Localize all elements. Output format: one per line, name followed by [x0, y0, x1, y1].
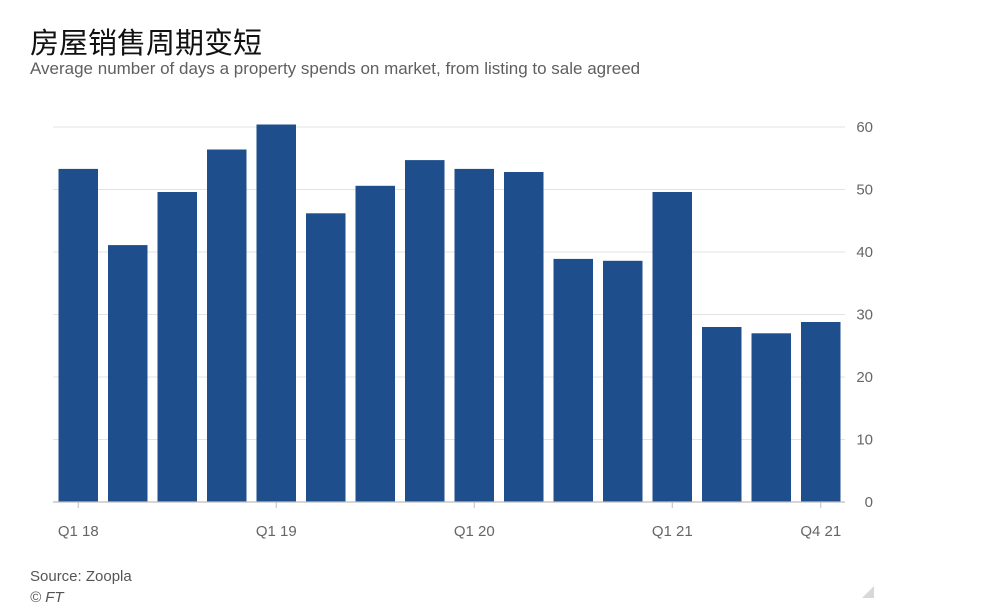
- x-tick-label-q1-19: Q1 19: [256, 523, 297, 540]
- bar-q2-20: [504, 172, 544, 502]
- chart-subtitle: Average number of days a property spends…: [30, 59, 641, 78]
- bar-q1-18: [58, 168, 98, 502]
- bar-q2-21: [702, 327, 742, 502]
- bar-q1-20: [454, 168, 494, 502]
- bar-q2-18: [108, 245, 148, 502]
- y-tick-label-50: 50: [856, 182, 873, 199]
- y-tick-label-10: 10: [856, 432, 873, 449]
- x-tick-label-q1-18: Q1 18: [58, 523, 99, 540]
- y-tick-label-0: 0: [865, 494, 873, 511]
- x-tick-label-q1-21: Q1 21: [652, 523, 693, 540]
- source-note: Source: Zoopla: [30, 568, 132, 585]
- y-tick-label-40: 40: [856, 244, 873, 261]
- x-tick-label-q1-20: Q1 20: [454, 523, 495, 540]
- bar-q3-18: [157, 192, 197, 502]
- y-tick-label-60: 60: [856, 119, 873, 136]
- bar-q3-21: [751, 333, 791, 503]
- bar-q1-19: [256, 124, 296, 502]
- bar-q2-19: [306, 213, 346, 503]
- bar-q1-21: [652, 192, 692, 502]
- bar-q4-20: [603, 260, 643, 503]
- ft-credit: © FT: [30, 589, 64, 606]
- bar-q3-19: [355, 185, 395, 503]
- y-tick-label-30: 30: [856, 307, 873, 324]
- resize-corner-mark: [862, 586, 874, 598]
- bar-q4-18: [207, 149, 247, 502]
- x-tick-label-q4-21: Q4 21: [800, 523, 841, 540]
- bar-q4-19: [405, 160, 445, 502]
- chart-title: 房屋销售周期变短: [30, 26, 263, 60]
- bar-q3-20: [553, 258, 593, 502]
- bar-q4-21: [801, 322, 841, 502]
- y-tick-label-20: 20: [856, 369, 873, 386]
